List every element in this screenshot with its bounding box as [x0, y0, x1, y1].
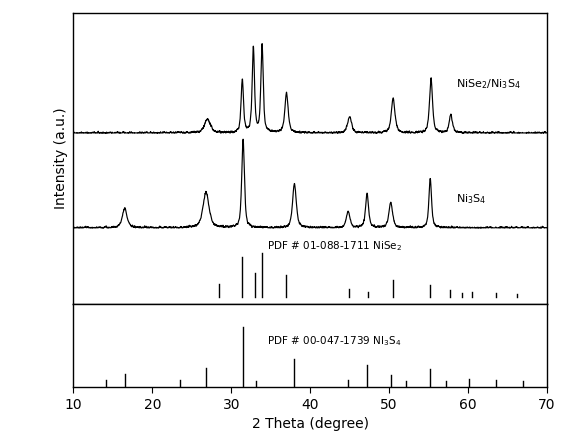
Text: NiSe$_2$/Ni$_3$S$_4$: NiSe$_2$/Ni$_3$S$_4$ — [456, 77, 521, 91]
Text: PDF # 00-047-1739 NI$_3$S$_4$: PDF # 00-047-1739 NI$_3$S$_4$ — [267, 334, 401, 348]
Text: Ni$_3$S$_4$: Ni$_3$S$_4$ — [456, 193, 487, 206]
Text: PDF # 01-088-1711 NiSe$_2$: PDF # 01-088-1711 NiSe$_2$ — [267, 239, 402, 253]
Y-axis label: Intensity (a.u.): Intensity (a.u.) — [54, 108, 68, 209]
X-axis label: 2 Theta (degree): 2 Theta (degree) — [252, 417, 369, 431]
